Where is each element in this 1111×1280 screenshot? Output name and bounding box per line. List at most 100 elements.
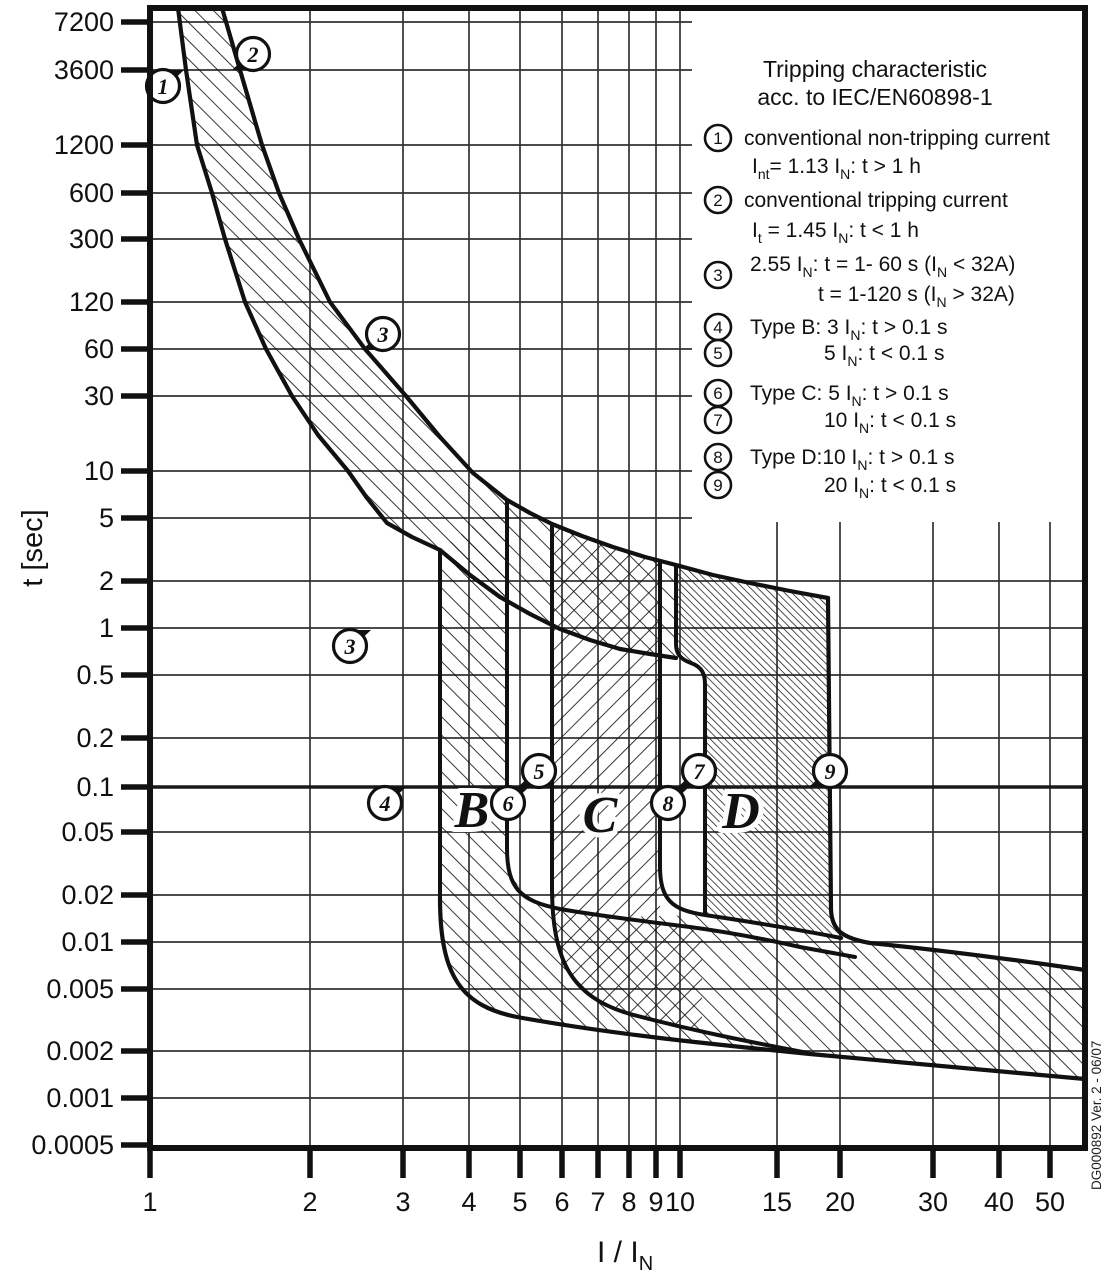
legend-sub: N	[936, 294, 946, 310]
legend-text: : t > 1 h	[850, 155, 921, 178]
curve-non-tripping-limit	[175, 5, 679, 661]
legend-text: : t > 0.1 s	[862, 382, 949, 405]
y-axis-tick-labels: 7200 3600 1200 600 300 120 60 30 10 5 2 …	[31, 7, 114, 1160]
flag-circle	[366, 784, 404, 822]
marker-flag-8: 8	[649, 784, 689, 822]
marker-flag-6: 6	[489, 784, 529, 822]
legend-title-line2: acc. to IEC/EN60898-1	[757, 84, 992, 110]
flag-circle	[811, 752, 849, 790]
x-axis-title-sub: N	[639, 1253, 653, 1275]
y-tick: 120	[69, 287, 114, 317]
legend-box	[692, 11, 1083, 522]
y-tick: 0.5	[76, 660, 114, 690]
legend-text: : t < 0.1 s	[857, 342, 944, 365]
y-tick: 60	[84, 334, 114, 364]
y-tick: 0.01	[61, 927, 114, 957]
legend-text: I	[752, 219, 758, 242]
legend-num-6: 6	[713, 384, 722, 403]
type-c-band	[552, 524, 702, 1031]
legend-sub: N	[838, 230, 848, 246]
flag-number: 2	[247, 42, 259, 67]
legend-num-2: 2	[713, 191, 722, 210]
legend-circle-5	[703, 338, 733, 368]
legend-circle-8	[703, 442, 733, 472]
legend-text: > 32A)	[947, 283, 1015, 306]
y-tick: 1	[99, 613, 114, 643]
zone-label-b: B	[454, 782, 490, 839]
legend-text: : t > 0.1 s	[861, 316, 948, 339]
legend-item-7: 10 IN: t < 0.1 s	[824, 409, 956, 436]
legend-num-7: 7	[713, 411, 722, 430]
legend-item-3-line2: t = 1-120 s (IN > 32A)	[818, 283, 1015, 310]
legend-text: : t < 0.1 s	[869, 474, 956, 497]
legend-sub: N	[857, 457, 867, 473]
legend-item-4: Type B: 3 IN: t > 0.1 s	[750, 316, 947, 343]
marker-flag-2: 2	[232, 35, 272, 73]
x-tick: 4	[461, 1187, 476, 1217]
x-tick: 9	[648, 1187, 663, 1217]
flag-circle	[234, 35, 272, 73]
flag-circle	[489, 784, 527, 822]
flag-number: 4	[379, 791, 391, 816]
legend-circle-2	[703, 185, 733, 215]
legend-sub: nt	[758, 166, 770, 182]
y-tick: 3600	[54, 55, 114, 85]
legend-circle-9	[703, 470, 733, 500]
type-b-right-edge	[505, 498, 857, 959]
legend-circle-3	[703, 260, 733, 290]
legend: Tripping characteristic acc. to IEC/EN60…	[703, 56, 1050, 501]
y-tick: 300	[69, 224, 114, 254]
flag-number: 3	[344, 634, 356, 659]
legend-sub: t	[758, 230, 762, 246]
y-tick: 0.001	[46, 1083, 114, 1113]
legend-text: : t < 1 h	[848, 219, 919, 242]
x-axis-title-main: I / I	[597, 1236, 639, 1269]
zone-label-d: D	[721, 783, 760, 840]
marker-flag-7: 7	[678, 752, 718, 790]
legend-num-5: 5	[713, 344, 722, 363]
legend-text: I	[752, 155, 758, 178]
x-tick: 10	[665, 1187, 695, 1217]
legend-title-line1: Tripping characteristic	[763, 56, 987, 82]
legend-text: = 1.13 I	[770, 155, 841, 178]
legend-text: 2.55 I	[750, 253, 803, 276]
markers: 1 2 3 3 4 5 6	[144, 35, 849, 822]
legend-text: 20 I	[824, 474, 859, 497]
legend-item-numbers: 1 2 3 4 5 6 7 8 9	[703, 123, 733, 500]
y-axis-tick-marks	[121, 19, 149, 1148]
legend-text: = 1.45 I	[762, 219, 838, 242]
y-axis-title: t [sec]	[17, 509, 49, 586]
legend-sub: N	[852, 393, 862, 409]
legend-text: < 32A)	[947, 253, 1015, 276]
flag-circle	[649, 784, 687, 822]
zone-labels: B C D	[449, 777, 765, 849]
x-tick: 2	[302, 1187, 317, 1217]
legend-text: : t > 0.1 s	[868, 446, 955, 469]
y-tick: 10	[84, 456, 114, 486]
x-tick: 8	[621, 1187, 636, 1217]
plot-frame	[147, 5, 1088, 1151]
x-axis-title: I / IN	[597, 1236, 653, 1275]
x-axis-tick-labels: 1 2 3 4 5 6 7 8 9 10 15 20 30 40 50	[142, 1187, 1065, 1217]
flag-circle	[680, 752, 718, 790]
marker-flag-4: 4	[366, 784, 406, 822]
flag-circle	[364, 315, 402, 353]
y-tick: 2	[99, 566, 114, 596]
legend-text: 5 I	[824, 342, 847, 365]
legend-item-9: 20 IN: t < 0.1 s	[824, 474, 956, 501]
type-c-left-edge	[550, 522, 810, 1055]
legend-text: : t < 0.1 s	[869, 409, 956, 432]
x-tick: 20	[825, 1187, 855, 1217]
marker-flag-1: 1	[144, 67, 184, 105]
y-tick: 7200	[54, 7, 114, 37]
flag-number: 5	[534, 759, 545, 784]
instantaneous-band-lower-edge	[437, 895, 1088, 1082]
y-tick: 30	[84, 381, 114, 411]
legend-sub: N	[859, 485, 869, 501]
legend-text: Type C: 5 I	[750, 382, 852, 405]
legend-sub: N	[859, 420, 869, 436]
legend-text: 10 I	[824, 409, 859, 432]
legend-item-1-line2: Int= 1.13 IN: t > 1 h	[752, 155, 921, 182]
legend-num-3: 3	[713, 266, 722, 285]
